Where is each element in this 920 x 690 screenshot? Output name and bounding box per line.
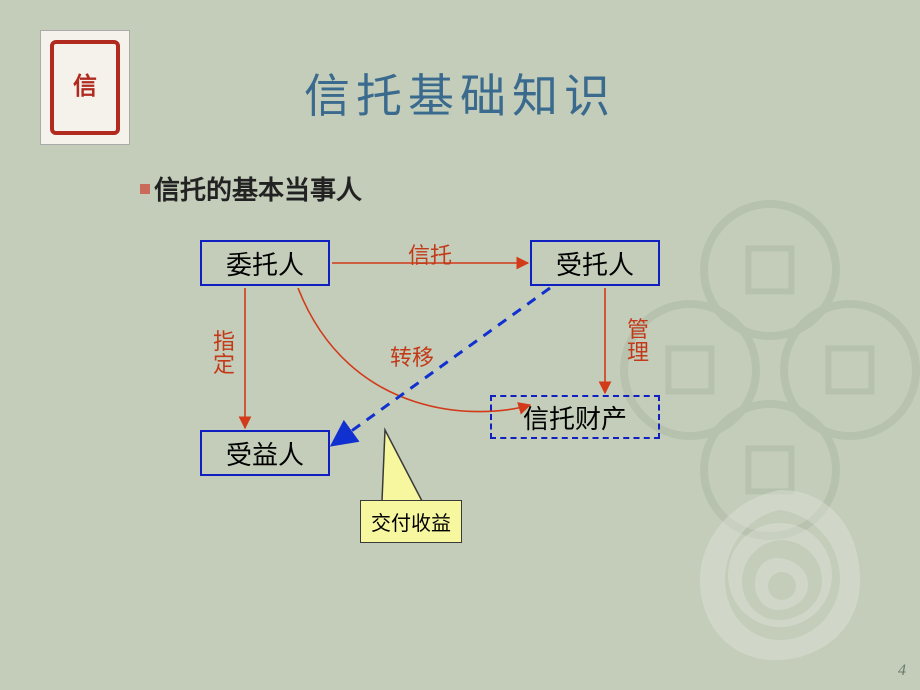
page-title: 信托基础知识 <box>0 60 920 126</box>
edge-label-trust: 信托 <box>408 238 452 270</box>
node-beneficiary: 受益人 <box>200 430 330 476</box>
node-trustee: 受托人 <box>530 240 660 286</box>
node-property: 信托财产 <box>490 395 660 439</box>
edge-label-appoint: 指定 <box>212 330 236 376</box>
slide: 信 信托基础知识 信托的基本当事人 委托人受托人受益人信托财产 信托转移管理指定… <box>0 0 920 690</box>
edge-label-manage: 管理 <box>626 318 650 364</box>
page-number: 4 <box>898 662 906 680</box>
bullet-icon <box>140 184 150 194</box>
edge-label-transfer: 转移 <box>390 340 434 372</box>
node-settlor: 委托人 <box>200 240 330 286</box>
trust-diagram: 委托人 受托人受益人 信托财产 信托转移 管理 指定 交付收益 <box>150 200 770 640</box>
callout-deliver-benefit: 交付收益 <box>360 500 462 543</box>
